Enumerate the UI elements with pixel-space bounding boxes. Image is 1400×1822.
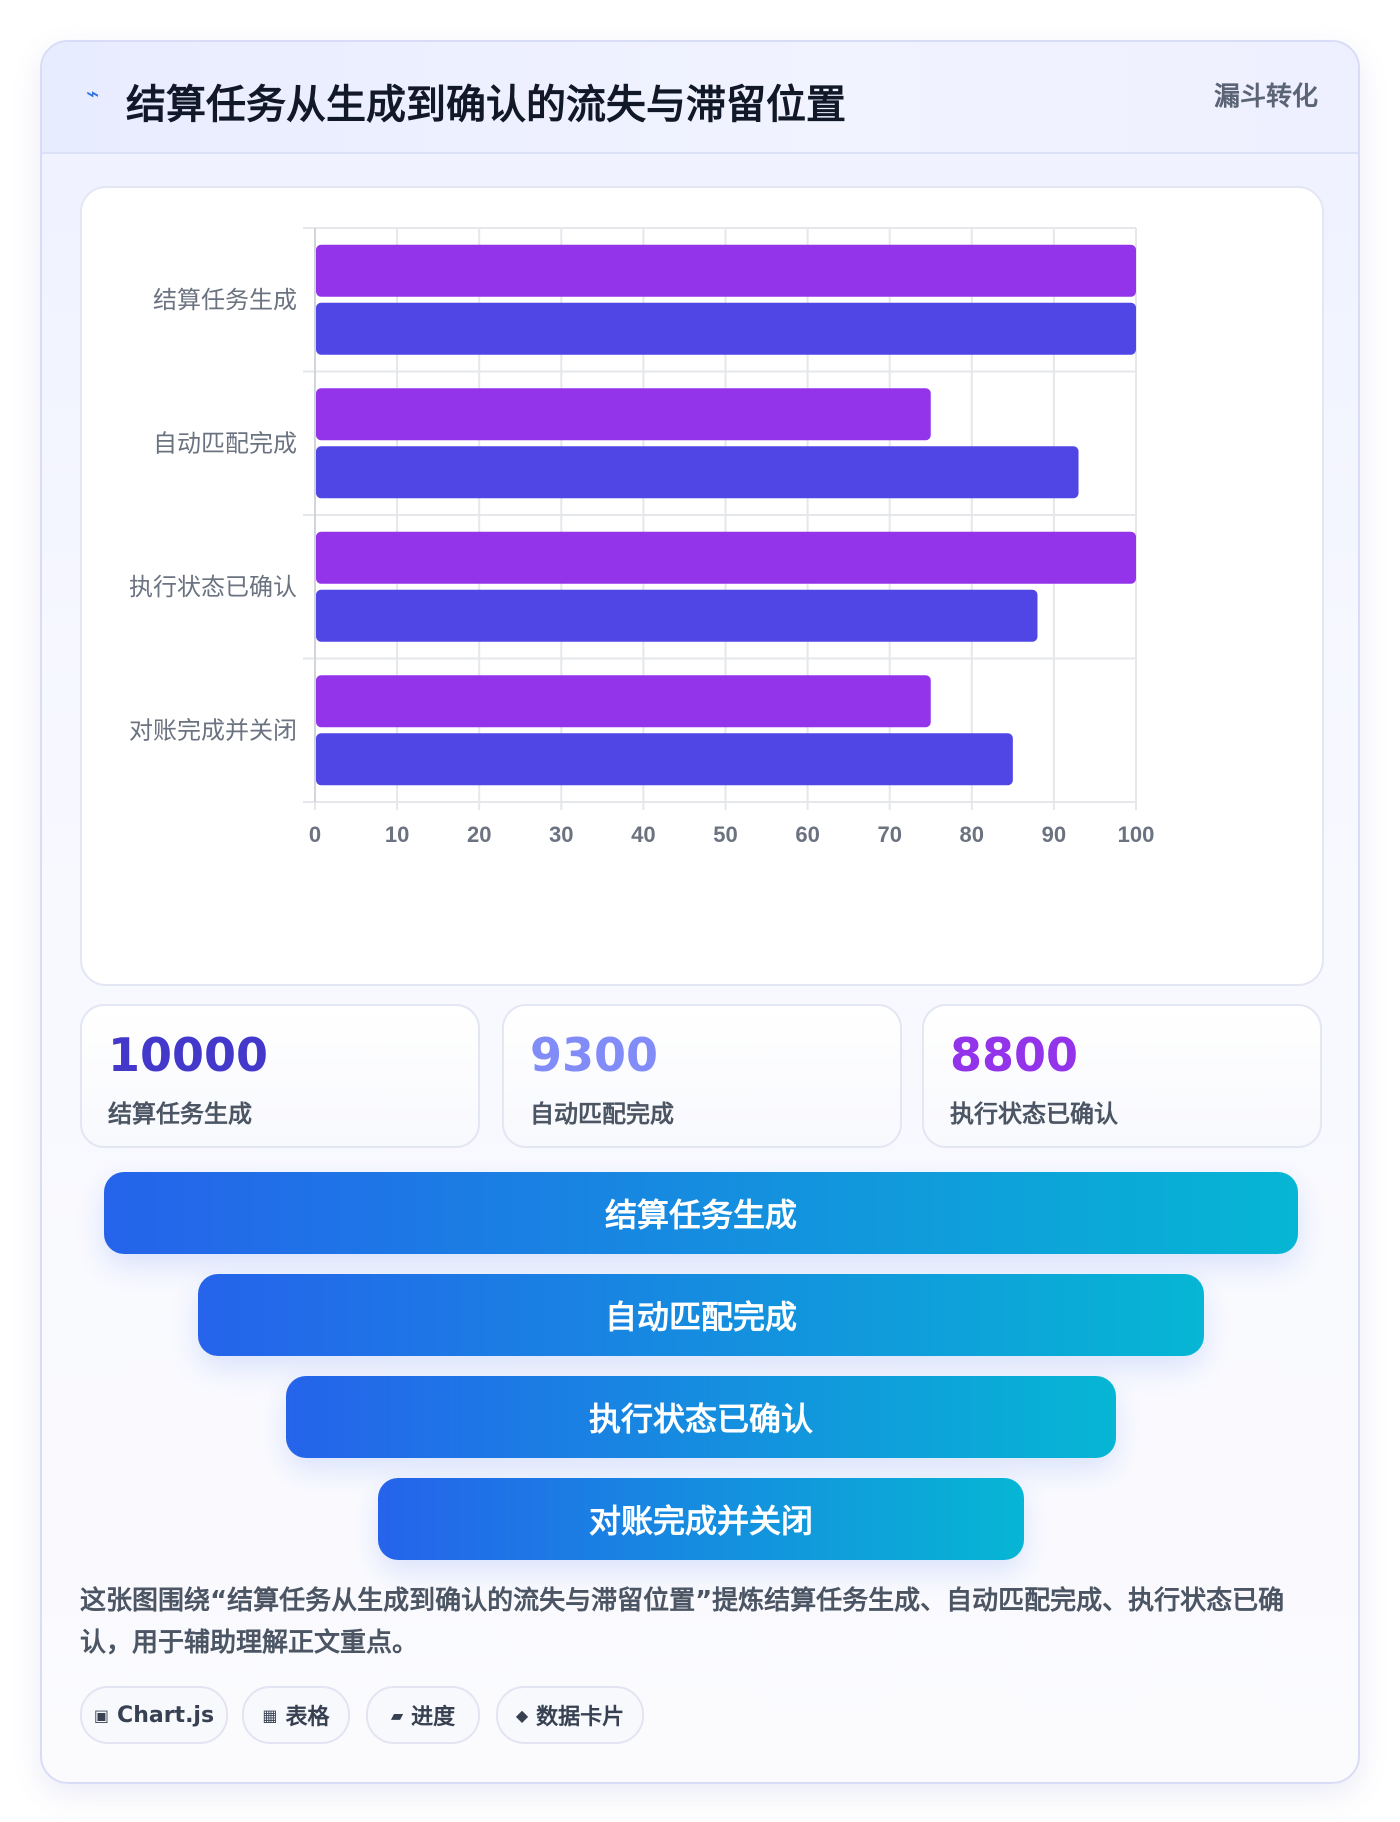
chip-data-card[interactable]: ◆ 数据卡片 <box>496 1686 644 1744</box>
funnel-step-3: 执行状态已确认 <box>286 1376 1116 1458</box>
x-tick-label: 60 <box>795 822 819 847</box>
funnel-step-4: 对账完成并关闭 <box>378 1478 1024 1560</box>
chart-icon: ▣ <box>93 1705 110 1725</box>
lightning-icon: ⌁ <box>86 82 100 107</box>
stat-label: 执行状态已确认 <box>950 1100 1118 1128</box>
bar <box>316 675 931 728</box>
chart-panel: 0 10 20 30 40 50 60 70 80 90 100 结算任务生成 自动匹配完成执行状态已确… <box>80 186 1324 986</box>
funnel-step-1: 结算任务生成 <box>104 1172 1298 1254</box>
funnel-step-2: 自动匹配完成 <box>198 1274 1204 1356</box>
stat-value: 9300 <box>530 1028 659 1082</box>
bar <box>316 446 1079 499</box>
bar <box>316 302 1136 355</box>
y-tick-label: 结算任务生成 <box>153 286 297 314</box>
y-tick-label: 自动匹配完成 <box>153 429 297 457</box>
x-tick-label: 0 <box>309 822 321 847</box>
x-tick-label: 40 <box>631 822 655 847</box>
bar <box>316 733 1013 786</box>
chip-label: 进度 <box>411 1705 456 1730</box>
x-tick-label: 70 <box>877 822 901 847</box>
bar <box>316 589 1038 642</box>
card-header: ⌁ 结算任务从生成到确认的流失与滞留位置 漏斗转化 <box>42 42 1358 154</box>
diamond-icon: ◆ <box>515 1705 529 1725</box>
stat-card-2: 9300 自动匹配完成 <box>502 1004 902 1148</box>
chip-label: 表格 <box>285 1705 330 1730</box>
x-tick-label: 20 <box>467 822 491 847</box>
x-tick-label: 30 <box>549 822 573 847</box>
stat-label: 结算任务生成 <box>108 1100 252 1128</box>
x-tick-label: 90 <box>1042 822 1066 847</box>
y-tick-label: 执行状态已确认 <box>129 573 297 601</box>
chip-table[interactable]: ▦ 表格 <box>242 1686 350 1744</box>
bar-chart: 0 10 20 30 40 50 60 70 80 90 100 结算任务生成自动匹配完成执行状态已确… <box>129 227 1155 847</box>
x-tick-label: 80 <box>960 822 984 847</box>
stat-card-3: 8800 执行状态已确认 <box>922 1004 1322 1148</box>
stat-label: 自动匹配完成 <box>530 1100 674 1128</box>
stat-value: 10000 <box>108 1028 269 1082</box>
table-icon: ▦ <box>262 1705 278 1725</box>
chart-description: 这张图围绕“结算任务从生成到确认的流失与滞留位置”提炼结算任务生成、自动匹配完成… <box>80 1586 1285 1658</box>
x-tick-label: 10 <box>385 822 409 847</box>
page-title: 结算任务从生成到确认的流失与滞留位置 <box>126 82 846 128</box>
chip-label: 数据卡片 <box>536 1705 625 1730</box>
bar <box>316 531 1136 584</box>
bar <box>316 388 931 441</box>
stat-value: 8800 <box>950 1028 1079 1082</box>
x-tick-label: 50 <box>713 822 737 847</box>
x-tick-label: 100 <box>1118 822 1155 847</box>
chip-chartjs[interactable]: ▣ Chart.js <box>80 1686 228 1744</box>
chip-progress[interactable]: ▰ 进度 <box>366 1686 480 1744</box>
y-tick-label: 对账完成并关闭 <box>129 716 297 744</box>
card: ⌁ 结算任务从生成到确认的流失与滞留位置 漏斗转化 0 10 20 30 40 50 60 7… <box>40 40 1360 1784</box>
progress-icon: ▰ <box>390 1705 404 1725</box>
stat-card-1: 10000 结算任务生成 <box>80 1004 480 1148</box>
bar <box>316 244 1136 297</box>
chip-label: Chart.js <box>117 1702 215 1728</box>
category-tag: 漏斗转化 <box>1213 82 1318 112</box>
